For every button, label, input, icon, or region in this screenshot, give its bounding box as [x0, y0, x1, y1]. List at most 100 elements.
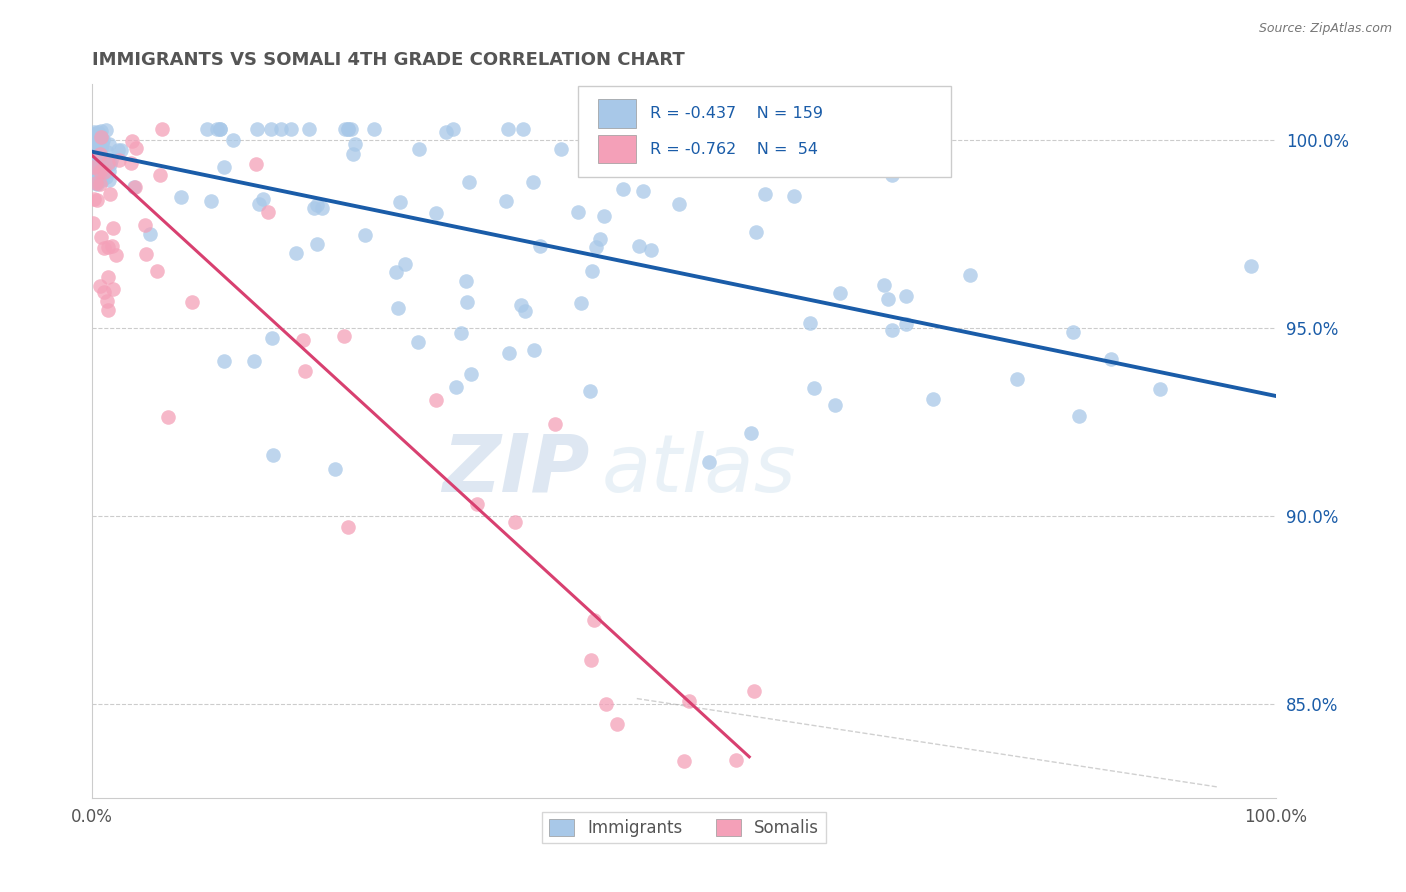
- Point: [1240, 260, 1263, 274]
- Point: [783, 189, 806, 203]
- Point: [97, 240, 120, 254]
- Point: [98, 173, 121, 187]
- Point: [456, 275, 478, 289]
- Point: [425, 206, 447, 220]
- Point: [335, 122, 357, 136]
- Point: [343, 137, 366, 152]
- Point: [509, 298, 531, 312]
- Point: [82, 173, 104, 187]
- Point: [820, 122, 842, 136]
- Point: [90, 162, 112, 177]
- Point: [82, 153, 104, 168]
- Point: [263, 448, 285, 462]
- Point: [195, 122, 218, 136]
- Point: [612, 182, 634, 196]
- Point: [298, 122, 321, 136]
- Point: [170, 189, 193, 203]
- Point: [222, 133, 245, 147]
- Point: [882, 323, 904, 337]
- Point: [581, 653, 603, 667]
- Point: [86, 150, 108, 164]
- Point: [180, 295, 202, 310]
- Point: [408, 142, 430, 156]
- Point: [1005, 372, 1028, 386]
- Point: [697, 454, 720, 468]
- Point: [125, 141, 148, 155]
- Point: [325, 461, 347, 475]
- Point: [388, 194, 411, 209]
- Point: [86, 143, 108, 157]
- Point: [336, 520, 359, 534]
- Point: [93, 161, 115, 176]
- Point: [90, 124, 112, 138]
- Point: [337, 122, 360, 136]
- Point: [724, 753, 747, 767]
- Point: [754, 187, 776, 202]
- Point: [98, 157, 121, 171]
- Text: ZIP: ZIP: [441, 431, 589, 508]
- Point: [592, 209, 614, 223]
- Point: [139, 227, 162, 241]
- Point: [569, 296, 592, 310]
- Point: [212, 354, 235, 368]
- Point: [740, 426, 762, 441]
- Point: [1067, 409, 1090, 423]
- Point: [97, 136, 120, 151]
- Point: [209, 122, 232, 136]
- Point: [876, 292, 898, 306]
- Point: [212, 160, 235, 174]
- Point: [460, 368, 482, 382]
- Point: [101, 221, 124, 235]
- Point: [84, 164, 107, 178]
- Point: [107, 153, 129, 168]
- Point: [134, 218, 156, 232]
- Point: [247, 196, 270, 211]
- Point: [425, 393, 447, 408]
- Point: [87, 170, 110, 185]
- Point: [84, 128, 107, 142]
- Point: [89, 146, 111, 161]
- Point: [157, 410, 180, 425]
- Point: [83, 125, 105, 139]
- Point: [544, 417, 567, 431]
- Point: [84, 177, 107, 191]
- Point: [581, 264, 603, 278]
- Point: [98, 187, 121, 202]
- Point: [90, 172, 112, 186]
- Point: [86, 177, 108, 191]
- Text: R = -0.762    N =  54: R = -0.762 N = 54: [650, 142, 818, 157]
- Point: [82, 161, 104, 175]
- Point: [96, 293, 118, 308]
- Point: [450, 326, 472, 341]
- Point: [86, 145, 108, 160]
- Point: [86, 128, 108, 143]
- Point: [1099, 352, 1122, 367]
- Point: [305, 236, 328, 251]
- Point: [86, 134, 108, 148]
- Point: [83, 136, 105, 150]
- Point: [342, 147, 364, 161]
- Point: [246, 122, 269, 136]
- Text: Source: ZipAtlas.com: Source: ZipAtlas.com: [1258, 22, 1392, 36]
- Point: [702, 147, 724, 161]
- Point: [100, 153, 122, 167]
- Point: [84, 138, 107, 153]
- Point: [495, 194, 517, 208]
- Point: [98, 164, 121, 178]
- Point: [513, 304, 536, 318]
- Point: [668, 197, 690, 211]
- Point: [441, 122, 464, 136]
- Point: [84, 177, 107, 191]
- Point: [83, 175, 105, 189]
- Point: [97, 155, 120, 169]
- Point: [90, 136, 112, 150]
- Point: [824, 398, 846, 412]
- Point: [259, 122, 281, 136]
- Point: [83, 160, 105, 174]
- FancyBboxPatch shape: [578, 86, 950, 177]
- Point: [363, 122, 385, 136]
- Point: [83, 145, 105, 159]
- Point: [582, 614, 605, 628]
- Point: [1149, 382, 1171, 396]
- Point: [333, 328, 356, 343]
